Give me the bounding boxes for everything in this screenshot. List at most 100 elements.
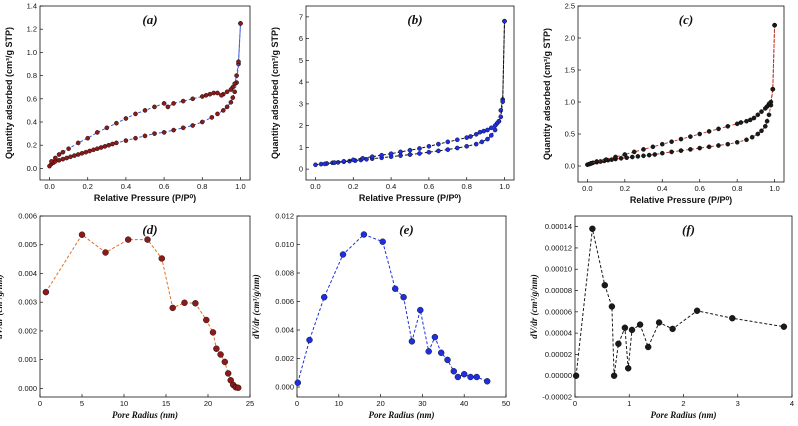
plot-frame — [577, 5, 785, 183]
data-point — [213, 345, 220, 352]
panel-title: (b) — [407, 12, 422, 27]
data-point — [379, 238, 386, 245]
y-tick-label: 0.004 — [275, 326, 294, 335]
y-tick-label: 0.4 — [27, 118, 37, 127]
data-point — [764, 118, 770, 124]
y-tick-label: 0.00000 — [545, 371, 572, 380]
data-point — [234, 384, 242, 391]
data-point — [454, 137, 460, 143]
data-point — [224, 370, 232, 377]
panel-title: (c) — [679, 12, 693, 27]
data-point — [608, 303, 616, 310]
data-point — [635, 154, 641, 159]
data-point — [68, 154, 73, 160]
y-tick-label: 5 — [299, 56, 303, 65]
data-point — [209, 115, 215, 120]
panel-title: (d) — [142, 222, 157, 237]
data-point — [464, 143, 470, 149]
data-point — [594, 159, 600, 164]
data-point — [706, 144, 712, 150]
x-tick-label: 10 — [120, 399, 128, 408]
plot-frame — [39, 215, 251, 398]
data-point — [613, 154, 618, 160]
x-tick-label: 10 — [335, 399, 343, 408]
data-point — [693, 307, 701, 314]
data-point — [650, 144, 656, 150]
data-point — [641, 153, 646, 159]
data-point — [306, 336, 313, 344]
plot-frame — [305, 5, 515, 181]
y-tick-label: 2 — [299, 121, 303, 130]
data-point — [445, 139, 451, 145]
data-point — [601, 282, 608, 289]
x-axis-label: Relative Pressure (P/P⁰) — [630, 195, 732, 205]
y-tick-label: 1.0 — [27, 48, 37, 57]
data-point — [622, 152, 628, 157]
y-tick-label: 0.006 — [18, 212, 37, 221]
data-point — [697, 131, 703, 137]
data-point — [95, 146, 100, 151]
data-point — [79, 150, 85, 156]
chart-panel-d: 0 5 10 15 20 25 0.000 0.001 0.002 0.003 0.004 0.005… — [0, 212, 254, 421]
data-point — [770, 86, 776, 92]
data-point — [473, 373, 480, 381]
data-point — [744, 118, 749, 124]
data-point — [734, 139, 740, 145]
data-point — [158, 255, 166, 262]
data-point — [104, 125, 110, 131]
data-point — [98, 145, 104, 150]
data-point — [169, 304, 176, 312]
y-tick-label: 0.00006 — [545, 307, 572, 316]
series-line-adsorption — [587, 25, 776, 166]
y-tick-label: 0.6 — [27, 94, 37, 103]
data-point — [621, 324, 629, 331]
y-tick-label: 1.2 — [27, 25, 37, 34]
data-point — [725, 124, 731, 129]
data-point — [454, 373, 462, 381]
data-point — [628, 326, 636, 334]
data-point — [232, 81, 237, 86]
data-point — [72, 153, 77, 158]
series-line-desorption — [51, 23, 241, 162]
data-point — [445, 147, 451, 152]
data-point — [688, 134, 693, 139]
x-tick-label: 0.2 — [83, 182, 93, 191]
x-tick-label: 1.0 — [499, 182, 509, 191]
data-point — [42, 288, 50, 296]
data-point — [392, 285, 399, 292]
data-point — [454, 145, 460, 151]
data-point — [734, 121, 740, 127]
data-point — [589, 225, 596, 233]
y-tick-label: 0.001 — [18, 355, 37, 364]
x-tick-label: 0.0 — [44, 182, 54, 191]
y-tick-label: 2.5 — [565, 2, 575, 11]
data-point — [199, 119, 205, 125]
x-tick-label: 5 — [80, 399, 84, 408]
data-point — [436, 141, 441, 147]
data-point — [473, 131, 479, 137]
x-tick-label: 0 — [295, 399, 299, 408]
x-tick-label: 0.0 — [582, 184, 592, 193]
y-tick-label: 0.008 — [275, 269, 294, 278]
data-point — [436, 148, 441, 154]
x-axis-label: Relative Pressure (P/P⁰) — [94, 193, 196, 203]
chart-panel-b: 0.0 0.2 0.4 0.6 0.8 1.0 0 1 2 3 4 5 6 7 Relative Press… — [270, 5, 515, 203]
data-point — [425, 348, 432, 355]
data-point — [492, 127, 498, 133]
series-line-dV/dr — [297, 233, 488, 383]
data-point — [161, 101, 167, 106]
data-point — [485, 127, 490, 133]
data-point — [313, 162, 318, 168]
panel-title: (f) — [682, 222, 695, 237]
panel-title: (a) — [142, 12, 157, 27]
data-point — [180, 98, 186, 104]
x-axis-label: Pore Radius (nm) — [368, 410, 434, 420]
x-tick-label: 2 — [681, 399, 685, 408]
data-point — [236, 59, 241, 65]
data-point — [106, 142, 111, 148]
data-point — [75, 140, 81, 146]
x-tick-label: 40 — [460, 399, 468, 408]
data-point — [388, 151, 394, 156]
data-point — [232, 89, 237, 95]
data-point — [360, 155, 366, 161]
